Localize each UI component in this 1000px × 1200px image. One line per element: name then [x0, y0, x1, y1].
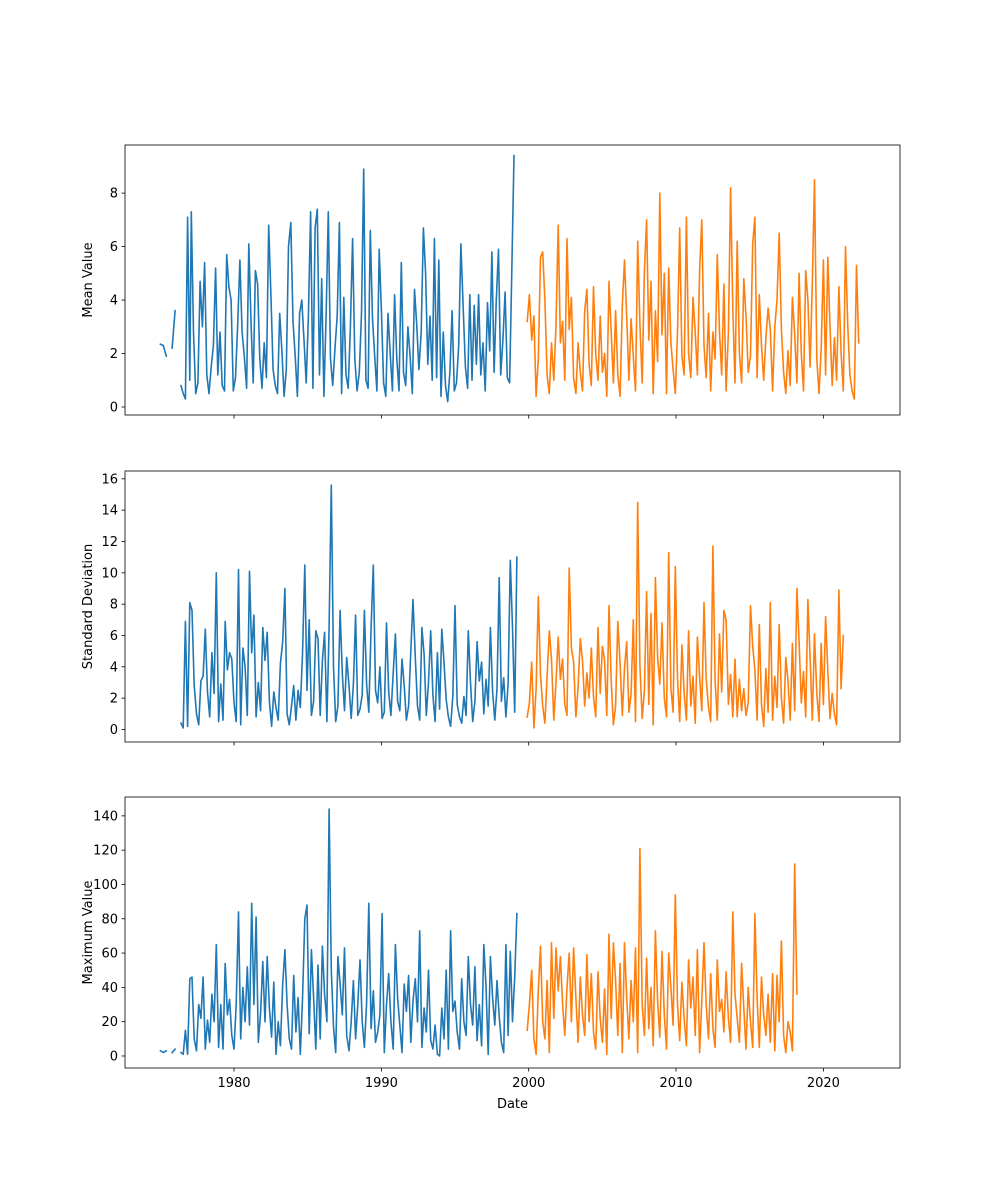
x-tick-label: 1990	[365, 1076, 398, 1091]
x-tick-label: 1980	[217, 1076, 250, 1091]
y-tick-label: 2	[110, 692, 118, 707]
subplot-3: 0 20 40 60 80 100 120 140 1980 1990 2000 2010 2020 Ma…	[81, 796, 901, 1112]
axes-frame	[124, 796, 901, 1069]
series-1-line	[179, 808, 518, 1057]
y-tick-label: 2	[110, 347, 118, 362]
y-tick-label: 0	[110, 1049, 118, 1064]
series-1-line	[180, 154, 515, 403]
y-tick-label: 20	[101, 1015, 118, 1030]
axes-frame	[124, 144, 901, 416]
y-tick-label: 10	[101, 566, 118, 581]
y-tick-label: 8	[110, 187, 118, 202]
y-tick-label: 4	[110, 294, 118, 309]
y-tick-label: 8	[110, 598, 118, 613]
series-2-line	[526, 179, 860, 400]
series-1-line	[171, 309, 176, 350]
series-2-line	[526, 501, 845, 729]
plot-area	[159, 808, 798, 1057]
plot-area	[159, 154, 860, 403]
axes-frame	[124, 470, 901, 743]
x-axis-label: Date	[497, 1097, 528, 1112]
y-tick-label: 0	[110, 400, 118, 415]
y-tick-label: 120	[93, 844, 118, 859]
x-tick-label: 2020	[807, 1076, 840, 1091]
y-tick-label: 6	[110, 240, 118, 255]
y-tick-label: 6	[110, 629, 118, 644]
series-1-line	[159, 1049, 168, 1054]
y-axis-label: Mean Value	[81, 242, 96, 317]
y-tick-label: 60	[101, 947, 118, 962]
series-1-line	[170, 1047, 177, 1054]
y-tick-label: 16	[101, 472, 118, 487]
series-1-line	[179, 484, 518, 729]
series-2-line	[526, 847, 798, 1056]
y-tick-label: 12	[101, 535, 118, 550]
y-tick-label: 80	[101, 912, 118, 927]
x-tick-label: 2000	[512, 1076, 545, 1091]
y-tick-label: 100	[93, 878, 118, 893]
y-axis-label: Maximum Value	[81, 881, 96, 985]
x-tick-label: 2010	[659, 1076, 692, 1091]
subplot-1: 0 2 4 6 8 Mean Value	[81, 144, 901, 419]
subplot-2: 0 2 4 6 8 10 12 14 16 Standard Deviation	[81, 470, 901, 746]
y-axis-label: Standard Deviation	[81, 544, 96, 669]
series-1-line	[159, 343, 168, 358]
y-tick-label: 14	[101, 504, 118, 519]
plot-area	[179, 484, 845, 729]
y-tick-label: 140	[93, 809, 118, 824]
y-tick-label: 4	[110, 660, 118, 675]
y-tick-label: 0	[110, 723, 118, 738]
y-tick-label: 40	[101, 981, 118, 996]
